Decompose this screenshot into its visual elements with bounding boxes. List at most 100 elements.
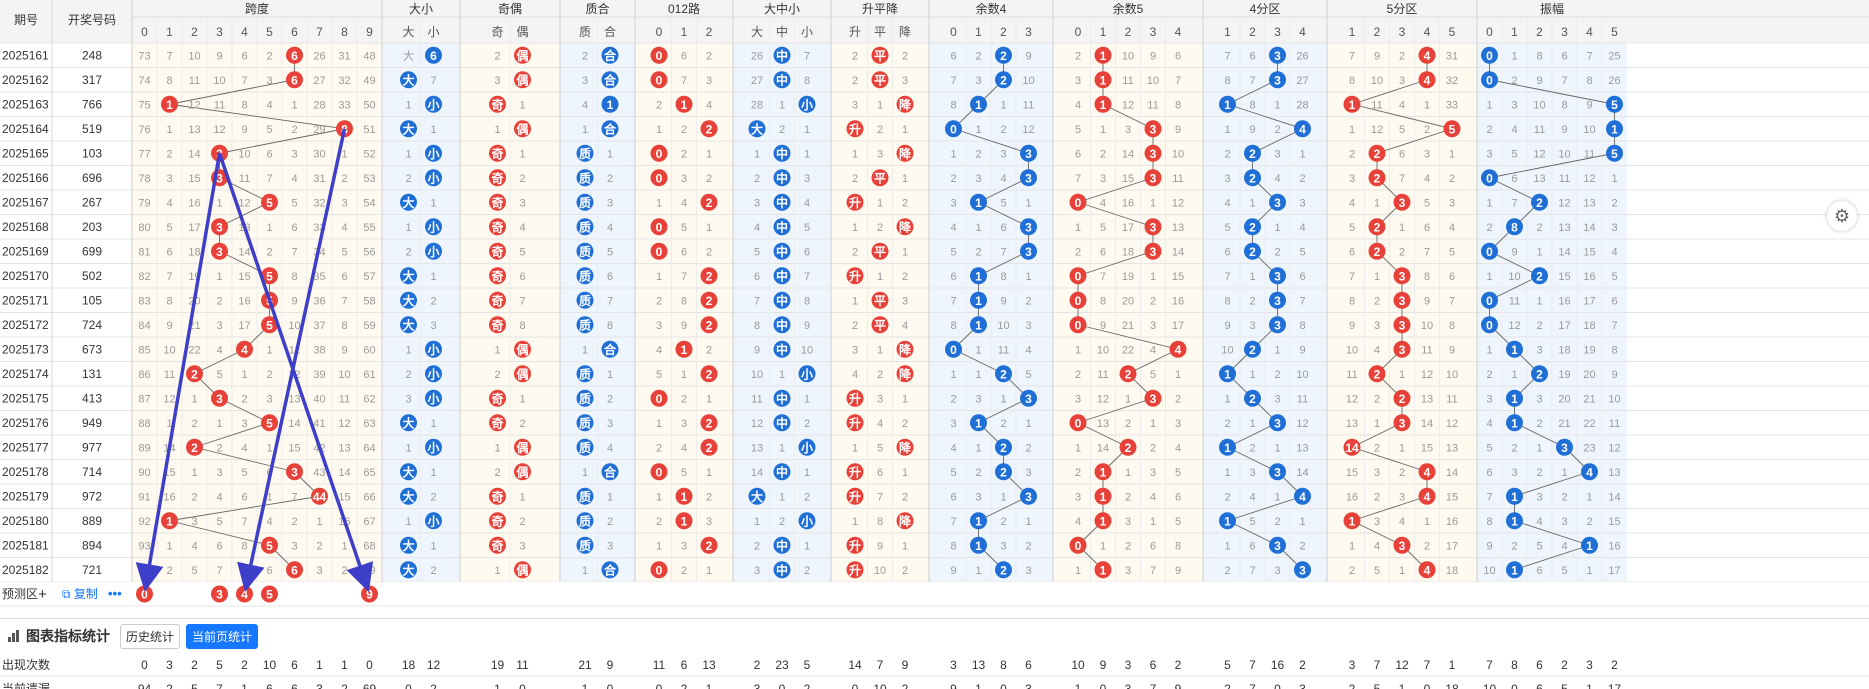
miss-value: 22	[1122, 344, 1134, 356]
hit-value: 1	[166, 514, 173, 528]
miss-value: 8	[1224, 295, 1230, 307]
stats-toolbar: 图表指标统计 历史统计 当前页统计	[0, 618, 1869, 653]
miss-value: 15	[1122, 173, 1134, 185]
hit-ball	[773, 463, 791, 481]
hit-ball	[211, 242, 228, 260]
miss-value: 2	[1349, 148, 1355, 160]
miss-value: 2	[1224, 565, 1230, 577]
miss-value: 10	[1296, 369, 1308, 381]
hit-ball	[1119, 365, 1137, 383]
group-header: 奇偶	[498, 2, 522, 16]
miss-value: 2	[1374, 393, 1380, 405]
miss-value: 6	[1175, 491, 1181, 503]
stats-value: 12	[427, 658, 441, 672]
miss-value: 4	[1000, 173, 1006, 185]
miss-value: 5	[1611, 271, 1617, 283]
miss-value: 1	[405, 516, 411, 528]
miss-value: 1	[656, 540, 662, 552]
tab-history-stats[interactable]: 历史统计	[120, 623, 181, 649]
prediction-value: 3	[216, 588, 223, 602]
miss-value: 10	[338, 369, 350, 381]
hit-ball	[400, 291, 417, 309]
copy-button[interactable]: ⧉ 复制	[62, 587, 98, 601]
hit-value: 质	[579, 170, 591, 185]
hit-value: 4	[1424, 49, 1431, 63]
hit-ball	[1481, 242, 1498, 260]
miss-value: 2	[656, 442, 662, 454]
miss-value: 1	[706, 222, 712, 234]
miss-value: 78	[138, 173, 150, 185]
miss-value: 14	[188, 148, 200, 160]
miss-value: 9	[1374, 50, 1380, 62]
miss-value: 8	[950, 99, 956, 111]
hit-value: 合	[604, 121, 617, 136]
column-header: 小	[427, 25, 439, 39]
hit-value: 偶	[516, 366, 528, 381]
hit-ball	[970, 291, 987, 309]
miss-value: 36	[313, 295, 325, 307]
hit-ball	[576, 218, 594, 236]
miss-value: 2	[877, 124, 883, 136]
miss-value: 12	[188, 99, 200, 111]
stats-value: 1	[706, 682, 713, 689]
miss-value: 1	[266, 491, 272, 503]
hit-value: 5	[1611, 98, 1618, 112]
miss-value: 9	[754, 344, 760, 356]
hit-value: 0	[1486, 49, 1493, 63]
miss-value: 1	[166, 124, 172, 136]
miss-value: 2	[494, 467, 500, 479]
hit-value: 合	[604, 72, 617, 87]
miss-value: 5	[519, 246, 525, 258]
miss-value: 1	[341, 148, 347, 160]
issue-cell: 2025177	[2, 440, 49, 454]
miss-value: 61	[363, 369, 375, 381]
miss-value: 8	[241, 99, 247, 111]
hit-ball	[1393, 536, 1411, 554]
miss-value: 8	[1449, 320, 1455, 332]
hit-ball	[945, 340, 962, 358]
miss-value: 1	[582, 565, 588, 577]
miss-value: 6	[1399, 148, 1405, 160]
hit-value: 0	[656, 563, 663, 577]
miss-value: 9	[1586, 99, 1592, 111]
miss-value: 3	[656, 320, 662, 332]
miss-value: 7	[1449, 295, 1455, 307]
miss-value: 2	[1224, 418, 1230, 430]
miss-value: 10	[997, 320, 1009, 332]
miss-value: 2	[241, 393, 247, 405]
miss-value: 41	[313, 418, 325, 430]
miss-value: 2	[656, 516, 662, 528]
column-header: 5	[266, 25, 273, 39]
hit-ball	[489, 242, 506, 260]
hit-ball	[1506, 218, 1523, 236]
hit-value: 1	[1100, 98, 1107, 112]
miss-value: 4	[1075, 516, 1081, 528]
miss-value: 1	[582, 467, 588, 479]
tab-current-page-stats[interactable]: 当前页统计	[186, 623, 259, 649]
column-header: 1	[166, 25, 173, 39]
number-cell: 699	[82, 244, 102, 258]
hit-value: 升	[849, 268, 861, 283]
miss-value: 2	[1025, 295, 1031, 307]
miss-value: 1	[519, 491, 525, 503]
hit-ball	[1020, 144, 1037, 162]
miss-value: 75	[138, 99, 150, 111]
hit-ball	[1418, 487, 1436, 505]
hit-value: 质	[579, 293, 591, 308]
column-header: 3	[1561, 25, 1568, 39]
miss-value: 9	[1249, 124, 1255, 136]
gear-icon[interactable]: ⚙	[1827, 201, 1857, 231]
hit-value: 平	[874, 245, 886, 259]
column-header: 3	[1025, 25, 1032, 39]
hit-value: 升	[849, 415, 861, 430]
hit-ball	[1094, 95, 1112, 113]
miss-value: 1	[607, 491, 613, 503]
miss-value: 63	[363, 418, 375, 430]
miss-value: 5	[166, 222, 172, 234]
miss-value: 1	[975, 344, 981, 356]
hit-ball	[576, 365, 594, 383]
miss-value: 7	[1399, 173, 1405, 185]
miss-value: 6	[1511, 173, 1517, 185]
miss-value: 5	[216, 516, 222, 528]
